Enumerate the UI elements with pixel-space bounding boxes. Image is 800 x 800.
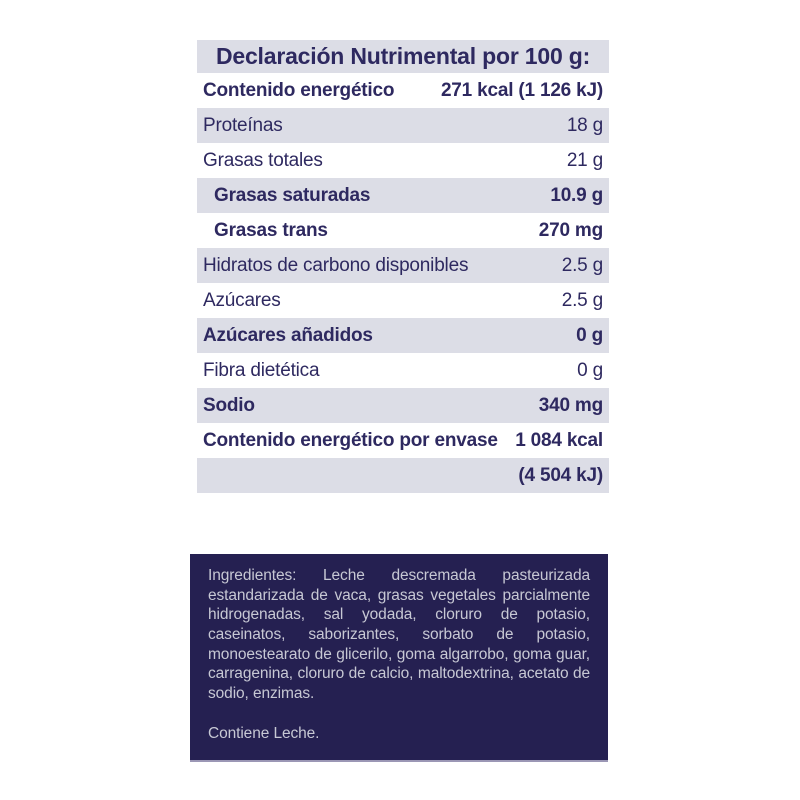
nutrition-row: Grasas totales 21 g [197,143,609,178]
nutrition-table: Declaración Nutrimental por 100 g: Conte… [197,40,609,493]
nutrient-label: Hidratos de carbono disponibles [203,254,469,276]
nutrient-value: 10.9 g [550,184,603,206]
ingredients-box: Ingredientes: Leche descremada pasteuriz… [190,554,608,762]
nutrient-value: 2.5 g [561,254,603,276]
nutrient-label: Grasas trans [214,219,328,241]
nutrient-value: 21 g [566,149,603,171]
nutrient-value: 340 mg [538,394,603,416]
nutrition-row: Azúcares añadidos 0 g [197,318,609,353]
nutrition-row: Grasas saturadas 10.9 g [197,178,609,213]
nutrition-row: Sodio 340 mg [197,388,609,423]
nutrient-value: 0 g [577,359,603,381]
nutrient-label: Contenido energético [203,79,395,101]
nutrition-row: Fibra dietética 0 g [197,353,609,388]
nutrient-label: Contenido energético por envase [203,429,498,451]
nutrient-value: 18 g [566,114,603,136]
nutrient-label: Proteínas [203,114,283,136]
nutrition-table-title: Declaración Nutrimental por 100 g: [197,40,609,73]
nutrient-label: Grasas totales [203,149,323,171]
nutrition-row: Grasas trans 270 mg [197,213,609,248]
nutrition-row: Contenido energético 271 kcal (1 126 kJ) [197,73,609,108]
nutrition-table-rows: Contenido energético 271 kcal (1 126 kJ) P… [197,73,609,493]
nutrient-value: 271 kcal (1 126 kJ) [440,79,603,101]
nutrition-row: Contenido energético por envase 1 084 kca… [197,423,609,458]
nutrition-row: Hidratos de carbono disponibles 2.5 g [197,248,609,283]
nutrient-value: (4 504 kJ) [518,464,603,486]
nutrient-value: 0 g [576,324,603,346]
nutrition-row: Proteínas 18 g [197,108,609,143]
nutrient-label: Azúcares [203,289,281,311]
nutrient-value: 1 084 kcal [515,429,603,451]
nutrition-row: Azúcares 2.5 g [197,283,609,318]
nutrient-label: Grasas saturadas [214,184,371,206]
nutrition-row: (4 504 kJ) [197,458,609,493]
nutrient-label: Azúcares añadidos [203,324,373,346]
ingredients-text: Ingredientes: Leche descremada pasteuriz… [208,567,590,703]
nutrient-label: Sodio [203,394,255,416]
nutrient-value: 2.5 g [561,289,603,311]
allergen-statement: Contiene Leche. [208,724,320,742]
nutrient-value: 270 mg [538,219,603,241]
nutrient-label: Fibra dietética [203,359,320,381]
